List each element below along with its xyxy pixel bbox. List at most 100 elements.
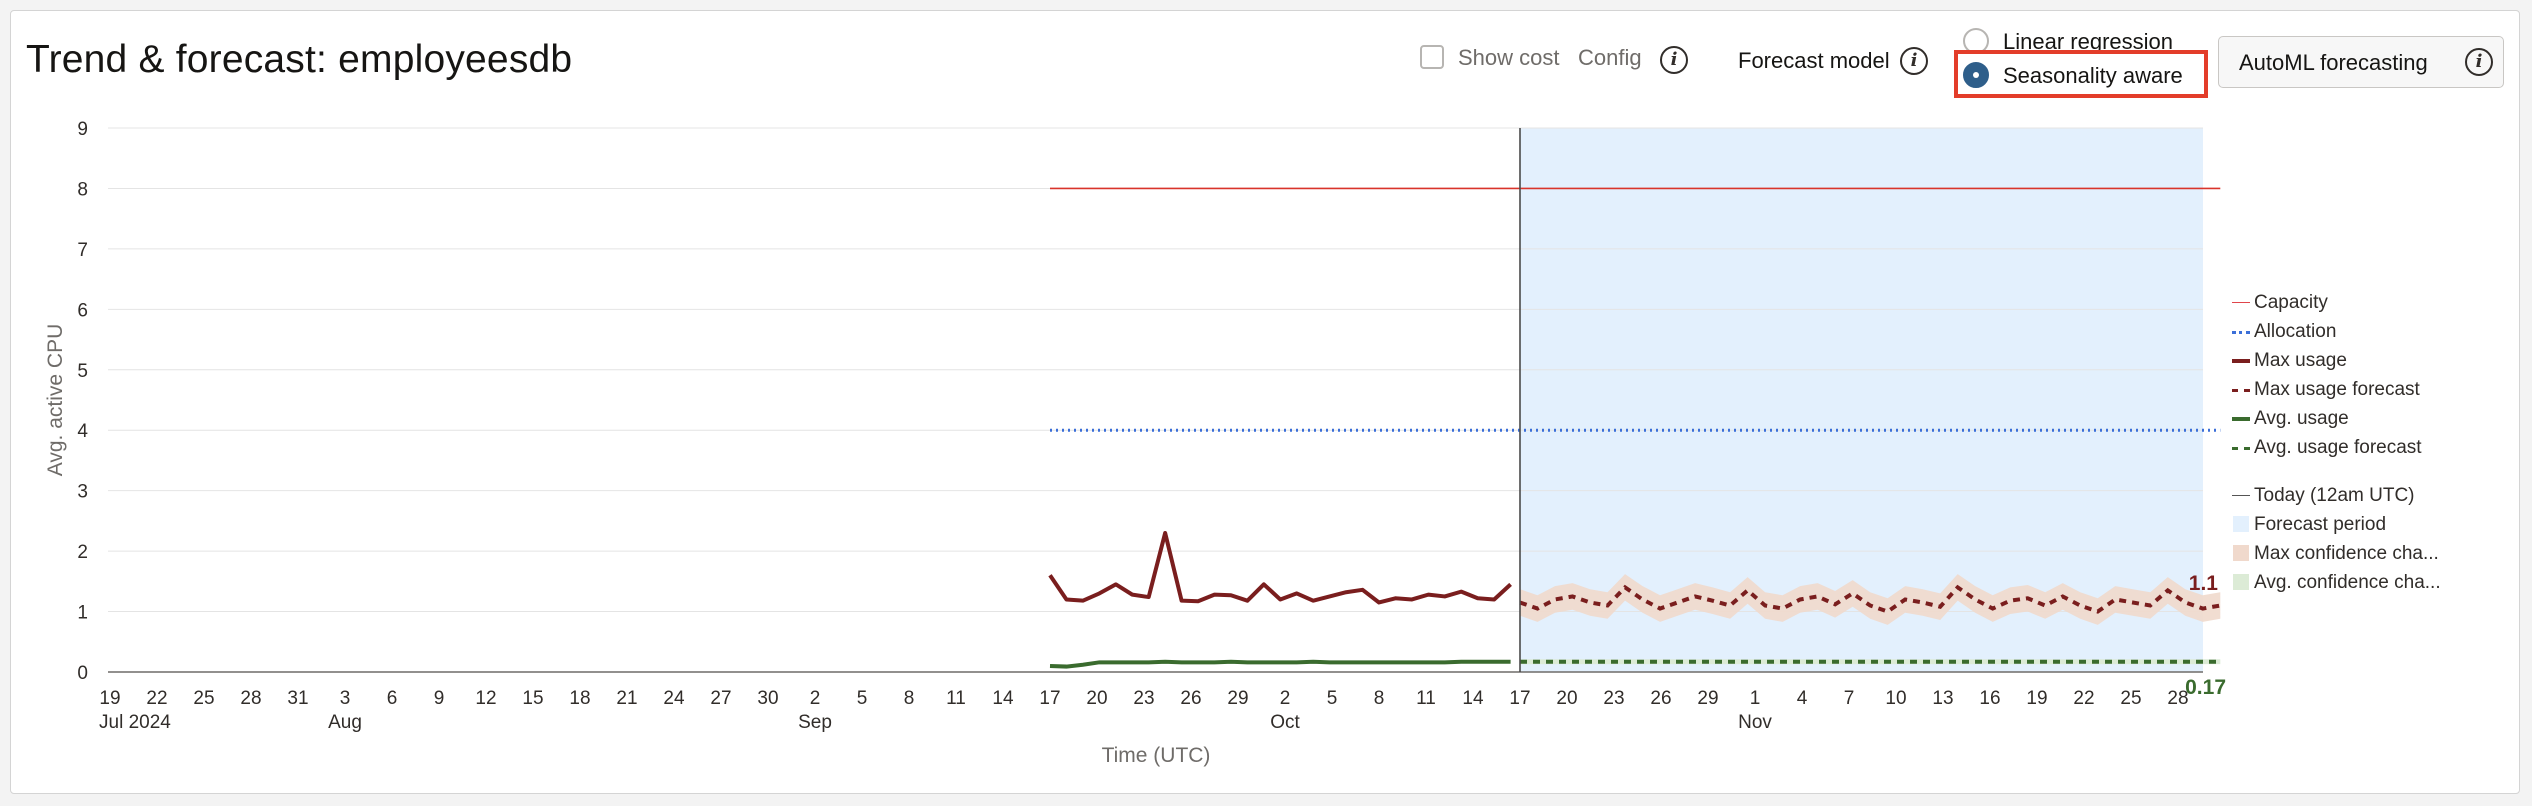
legend-label: Allocation: [2254, 321, 2337, 342]
legend-label: Avg. confidence cha...: [2254, 572, 2441, 593]
max-forecast-end-label: 1.1: [2189, 572, 2219, 595]
x-tick-label: 24: [663, 688, 685, 709]
legend-item[interactable]: Avg. usage forecast: [2232, 437, 2422, 459]
legend-swatch: [2233, 516, 2249, 532]
config-info-icon[interactable]: i: [1660, 46, 1688, 74]
x-tick-label: 2: [810, 688, 821, 709]
legend-label: Avg. usage: [2254, 408, 2349, 429]
x-tick-label: 2: [1280, 688, 1291, 709]
automl-forecasting-button[interactable]: AutoML forecasting i: [2218, 36, 2504, 88]
x-tick-label: 16: [1979, 688, 2000, 709]
legend-label: Forecast period: [2254, 514, 2387, 535]
x-tick-label: 30: [757, 688, 778, 709]
linear-regression-radio[interactable]: [1963, 28, 1989, 54]
show-cost-label[interactable]: Show cost: [1458, 45, 1560, 70]
x-tick-label: 23: [1603, 688, 1624, 709]
show-cost-checkbox[interactable]: [1420, 45, 1444, 69]
y-tick-label: 2: [77, 542, 88, 563]
y-tick-label: 9: [77, 119, 88, 140]
legend-label: Capacity: [2254, 292, 2328, 313]
legend-label: Avg. usage forecast: [2254, 437, 2422, 458]
x-tick-label: 15: [522, 688, 543, 709]
legend-item[interactable]: Capacity: [2232, 292, 2328, 314]
x-tick-label: 5: [1327, 688, 1338, 709]
avg-forecast-end-label: 0.17: [2185, 676, 2226, 699]
page-title: Trend & forecast: employeesdb: [26, 38, 573, 81]
x-month-label: Jul 2024: [99, 712, 171, 733]
legend-label: Max usage forecast: [2254, 379, 2420, 400]
x-tick-label: 5: [857, 688, 868, 709]
x-tick-label: 17: [1039, 688, 1060, 709]
x-tick-label: 27: [710, 688, 731, 709]
x-tick-label: 4: [1797, 688, 1808, 709]
max-confidence-band: [1520, 574, 2221, 625]
x-month-label: Nov: [1738, 712, 1772, 733]
legend-item[interactable]: Avg. confidence cha...: [2233, 572, 2441, 594]
y-tick-label: 8: [77, 179, 88, 200]
x-tick-label: 18: [569, 688, 590, 709]
legend-label: Max confidence cha...: [2254, 543, 2439, 564]
legend-swatch: [2232, 302, 2250, 304]
linear-regression-label[interactable]: Linear regression: [2003, 29, 2173, 54]
forecast-model-label: Forecast model: [1738, 48, 1890, 73]
automl-button-label: AutoML forecasting: [2239, 50, 2428, 75]
x-tick-label: 11: [946, 688, 966, 709]
x-tick-label: 25: [2120, 688, 2141, 709]
config-link[interactable]: Config: [1578, 45, 1642, 70]
avg-confidence-band: [1520, 659, 2221, 665]
y-tick-label: 3: [77, 482, 88, 503]
legend-item[interactable]: Max usage: [2232, 350, 2347, 372]
x-tick-label: 17: [1509, 688, 1530, 709]
legend-item[interactable]: Allocation: [2232, 321, 2337, 343]
x-tick-label: 20: [1086, 688, 1107, 709]
y-tick-label: 1: [77, 603, 88, 624]
max-usage-forecast-line: [1519, 584, 2221, 614]
x-tick-label: 28: [2167, 688, 2188, 709]
seasonality-aware-label[interactable]: Seasonality aware: [2003, 63, 2183, 88]
x-tick-label: 8: [1374, 688, 1385, 709]
legend-swatch: [2232, 388, 2250, 392]
y-tick-label: 5: [77, 361, 88, 382]
x-tick-label: 14: [1462, 688, 1484, 709]
x-tick-label: 19: [99, 688, 120, 709]
x-tick-label: 29: [1697, 688, 1718, 709]
y-axis-title: Avg. active CPU: [44, 324, 67, 477]
legend-item[interactable]: Max confidence cha...: [2233, 543, 2439, 565]
legend-item[interactable]: Max usage forecast: [2232, 379, 2420, 401]
x-tick-label: 12: [475, 688, 496, 709]
legend-item[interactable]: Avg. usage: [2232, 408, 2349, 430]
x-tick-label: 29: [1227, 688, 1248, 709]
x-tick-label: 14: [992, 688, 1014, 709]
legend-label: Max usage: [2254, 350, 2347, 371]
x-month-label: Oct: [1270, 712, 1300, 733]
legend-swatch: [2232, 446, 2250, 450]
y-tick-label: 6: [77, 300, 88, 321]
x-tick-label: 22: [2073, 688, 2094, 709]
x-tick-label: 7: [1844, 688, 1855, 709]
x-tick-label: 25: [193, 688, 214, 709]
y-tick-label: 7: [77, 240, 88, 261]
avg-usage-line: [1049, 659, 1511, 669]
automl-info-icon[interactable]: i: [2465, 48, 2493, 76]
x-tick-label: 10: [1885, 688, 1906, 709]
legend-swatch: [2232, 495, 2250, 497]
x-tick-label: 21: [616, 688, 637, 709]
y-tick-label: 4: [77, 421, 88, 442]
x-tick-label: 23: [1133, 688, 1154, 709]
x-axis-title: Time (UTC): [1102, 744, 1211, 767]
legend-label: Today (12am UTC): [2254, 485, 2415, 506]
legend-swatch: [2232, 330, 2250, 334]
x-tick-label: 8: [904, 688, 915, 709]
x-tick-label: 31: [287, 688, 308, 709]
legend-swatch: [2232, 359, 2250, 363]
x-tick-label: 9: [434, 688, 445, 709]
x-tick-label: 26: [1650, 688, 1671, 709]
y-tick-label: 0: [77, 663, 88, 684]
x-tick-label: 1: [1750, 688, 1761, 709]
legend-item[interactable]: Forecast period: [2233, 514, 2387, 536]
forecast-model-info-icon[interactable]: i: [1900, 47, 1928, 75]
seasonality-aware-radio[interactable]: [1963, 62, 1989, 88]
x-tick-label: 20: [1556, 688, 1577, 709]
legend-item[interactable]: Today (12am UTC): [2232, 485, 2415, 507]
